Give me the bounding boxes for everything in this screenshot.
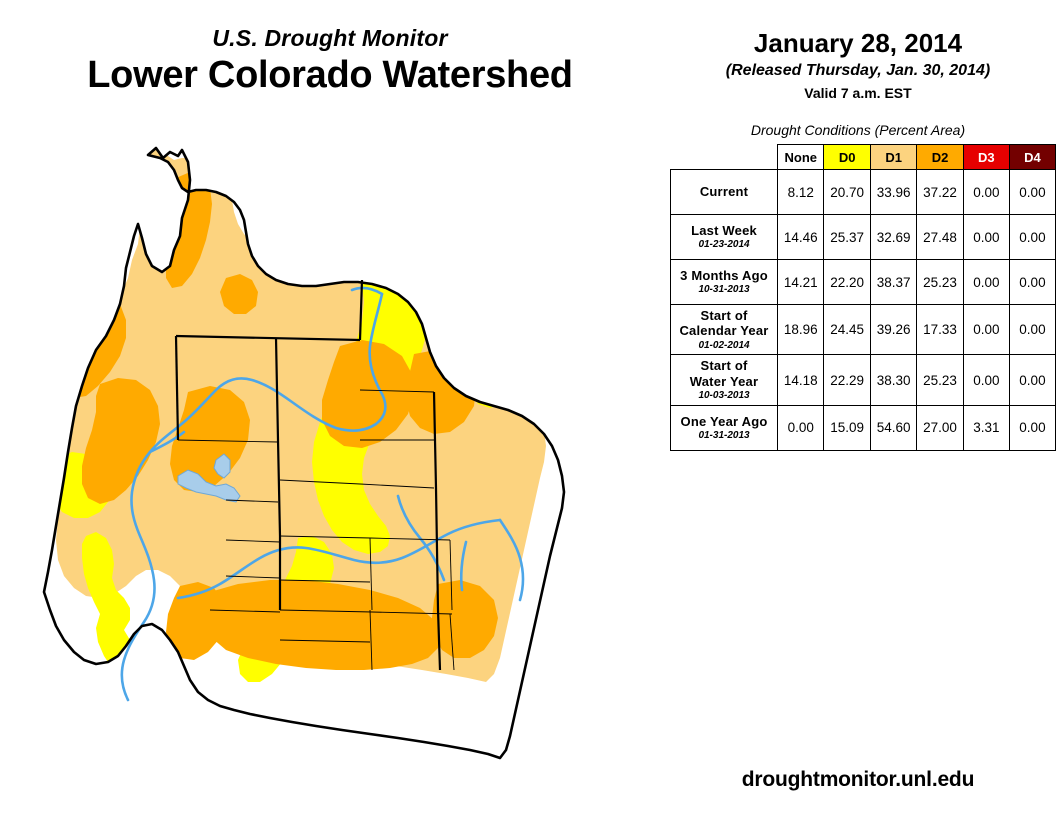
- row-label-text: Last Week: [691, 222, 757, 238]
- table-row: 3 Months Ago 10-31-2013 14.21 22.20 38.37 25.…: [669, 259, 1056, 305]
- cell-none-4: 14.18: [777, 354, 825, 406]
- table-row: Start of Water Year 10-03-2013 14.18 22.29 38…: [669, 354, 1056, 406]
- cell-d4-4: 0.00: [1008, 354, 1056, 406]
- col-header-d4: D4: [1008, 144, 1056, 170]
- cell-d1-3: 39.26: [869, 303, 918, 356]
- cell-d2-2: 25.23: [916, 259, 964, 305]
- fill-d2-west-large: [82, 378, 160, 504]
- col-header-d2: D2: [916, 144, 964, 170]
- cell-d3-4: 0.00: [962, 354, 1010, 406]
- table-row: One Year Ago 01-31-2013 0.00 15.09 54.60 27.0…: [669, 404, 1056, 451]
- row-label-text: Start of Water Year: [689, 358, 759, 389]
- row-label-5: One Year Ago 01-31-2013: [669, 404, 779, 451]
- cell-d1-1: 32.69: [869, 214, 918, 260]
- cell-d0-3: 24.45: [823, 303, 871, 356]
- table-header: None D0 D1 D2 D3 D4: [671, 144, 1056, 170]
- row-label-2: 3 Months Ago 10-31-2013: [669, 259, 779, 305]
- row-label-date: 01-02-2014: [698, 339, 750, 351]
- row-label-date: 01-31-2013: [698, 430, 750, 442]
- fill-d2-se-corner: [432, 580, 498, 658]
- cell-d4-1: 0.00: [1008, 214, 1056, 260]
- row-label-text: Current: [699, 184, 749, 200]
- cell-d2-1: 27.48: [916, 214, 964, 260]
- table-body: Current 8.12 20.70 33.96 37.22 0.00 0.00 Last W…: [669, 169, 1056, 451]
- website-url[interactable]: droughtmonitor.unl.edu: [741, 768, 975, 791]
- col-header-d1: D1: [869, 144, 918, 170]
- fill-d2-mid-east: [322, 340, 414, 448]
- title-block: U.S. Drought Monitor Lower Colorado Wate…: [0, 25, 660, 98]
- map-panel: U.S. Drought Monitor Lower Colorado Wate…: [0, 25, 660, 800]
- row-label-0: Current: [669, 169, 779, 215]
- valid-time: Valid 7 a.m. EST: [804, 85, 912, 102]
- drought-map-svg: [30, 140, 630, 800]
- drought-conditions-table: None D0 D1 D2 D3 D4 Current 8.12 20.70 33.9…: [669, 144, 1056, 451]
- info-panel: January 28, 2014 (Released Thursday, Jan…: [660, 0, 1056, 816]
- cell-d0-4: 22.29: [823, 354, 871, 406]
- cell-none-3: 18.96: [777, 303, 825, 356]
- cell-none-2: 14.21: [777, 259, 825, 305]
- cell-none-5: 0.00: [777, 404, 825, 451]
- cell-none-1: 14.46: [777, 214, 825, 260]
- cell-d1-4: 38.30: [869, 354, 918, 406]
- cell-d2-5: 27.00: [916, 404, 964, 451]
- cell-d2-3: 17.33: [916, 303, 964, 356]
- cell-d3-5: 3.31: [962, 404, 1010, 451]
- cell-d4-3: 0.00: [1008, 303, 1056, 356]
- watershed-outline: [42, 146, 566, 760]
- row-label-3: Start of Calendar Year 01-02-2014: [669, 303, 779, 356]
- row-label-1: Last Week 01-23-2014: [669, 214, 779, 260]
- released-date: (Released Thursday, Jan. 30, 2014): [725, 61, 991, 79]
- date-block: January 28, 2014 (Released Thursday, Jan…: [660, 28, 1056, 104]
- valid-date: January 28, 2014: [753, 28, 963, 58]
- cell-none-0: 8.12: [777, 169, 825, 215]
- table-row: Last Week 01-23-2014 14.46 25.37 32.69 27.48 0…: [669, 214, 1056, 260]
- cell-d4-5: 0.00: [1008, 404, 1056, 451]
- cell-d0-0: 20.70: [823, 169, 871, 215]
- cell-d3-2: 0.00: [962, 259, 1010, 305]
- cell-d3-3: 0.00: [962, 303, 1010, 356]
- table-header-row: None D0 D1 D2 D3 D4: [671, 144, 1056, 170]
- fill-d2-south-belt: [204, 580, 440, 670]
- col-header-d3: D3: [962, 144, 1010, 170]
- cell-d0-1: 25.37: [823, 214, 871, 260]
- col-header-none: None: [777, 144, 825, 170]
- row-label-4: Start of Water Year 10-03-2013: [669, 354, 779, 406]
- fill-d2-sw-lobe: [166, 582, 226, 660]
- drought-map[interactable]: [30, 140, 630, 800]
- cell-d2-4: 25.23: [916, 354, 964, 406]
- cell-d1-2: 38.37: [869, 259, 918, 305]
- row-label-text: 3 Months Ago: [680, 267, 768, 283]
- cell-d2-0: 37.22: [916, 169, 964, 215]
- cell-d0-2: 22.20: [823, 259, 871, 305]
- product-subtitle: U.S. Drought Monitor: [212, 25, 448, 51]
- cell-d3-1: 0.00: [962, 214, 1010, 260]
- row-label-text: Start of Calendar Year: [679, 308, 769, 339]
- lakes: [177, 453, 241, 503]
- col-header-d0: D0: [823, 144, 871, 170]
- table-caption: Drought Conditions (Percent Area): [750, 122, 966, 138]
- table-row: Current 8.12 20.70 33.96 37.22 0.00 0.00: [669, 169, 1056, 215]
- page-title: Lower Colorado Watershed: [87, 54, 573, 97]
- outside-basin-mask: [30, 140, 630, 800]
- row-label-text: One Year Ago: [680, 413, 768, 429]
- fill-d2-small-north-dot: [220, 274, 258, 314]
- cell-d1-5: 54.60: [869, 404, 918, 451]
- table-row: Start of Calendar Year 01-02-2014 18.96 24.4…: [669, 303, 1056, 356]
- row-label-date: 10-31-2013: [698, 284, 750, 296]
- cell-d3-0: 0.00: [962, 169, 1010, 215]
- cell-d0-5: 15.09: [823, 404, 871, 451]
- row-label-date: 01-23-2014: [698, 239, 750, 251]
- cell-d1-0: 33.96: [869, 169, 918, 215]
- state-boundaries: [174, 279, 442, 671]
- table-corner-cell: [671, 145, 778, 170]
- cell-d4-0: 0.00: [1008, 169, 1056, 215]
- row-label-date: 10-03-2013: [698, 390, 750, 402]
- cell-d4-2: 0.00: [1008, 259, 1056, 305]
